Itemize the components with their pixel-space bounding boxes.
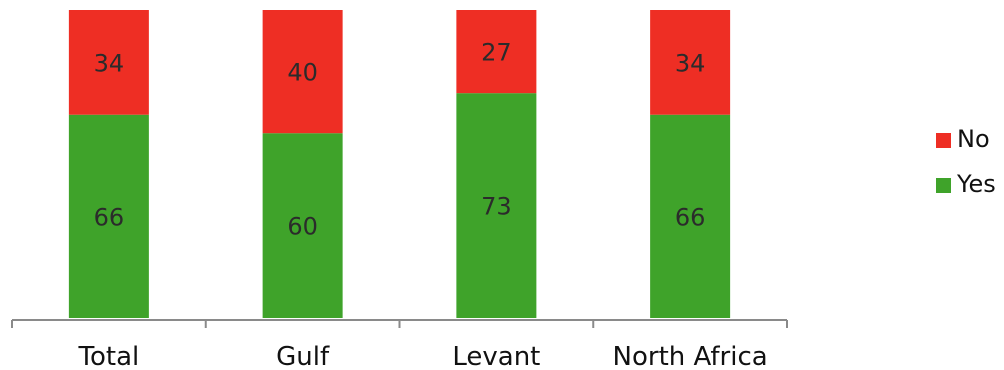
bar-north-africa-no (650, 10, 731, 115)
bars-layer: 66 34 60 40 73 27 66 34 (68, 10, 731, 318)
data-label-total-yes: 66 (94, 203, 125, 231)
legend-swatch-yes (936, 178, 951, 193)
bar-total-yes (68, 114, 149, 318)
legend-swatch-no (936, 133, 951, 148)
x-axis: Total Gulf Levant North Africa (11, 319, 788, 370)
data-label-total-no: 34 (94, 49, 125, 77)
data-label-north-africa-no: 34 (675, 49, 706, 77)
data-label-gulf-no: 40 (287, 59, 318, 87)
x-tick-label-gulf: Gulf (276, 342, 330, 370)
bar-levant-no (456, 10, 537, 94)
data-label-gulf-yes: 60 (287, 213, 318, 241)
bar-levant-yes (456, 93, 537, 318)
bar-gulf-yes (262, 133, 343, 318)
data-label-north-africa-yes: 66 (675, 203, 706, 231)
legend-label-yes: Yes (956, 170, 996, 198)
bar-total-no (68, 10, 149, 115)
bar-north-africa-yes (650, 114, 731, 318)
x-tick-label-north-africa: North Africa (613, 342, 768, 370)
x-tick-label-total: Total (78, 342, 140, 370)
data-label-levant-yes: 73 (481, 193, 512, 221)
legend-label-no: No (957, 125, 990, 153)
legend: No Yes (936, 125, 996, 198)
x-tick-label-levant: Levant (452, 342, 540, 370)
bar-gulf-no (262, 10, 343, 134)
data-label-levant-no: 27 (481, 39, 512, 67)
